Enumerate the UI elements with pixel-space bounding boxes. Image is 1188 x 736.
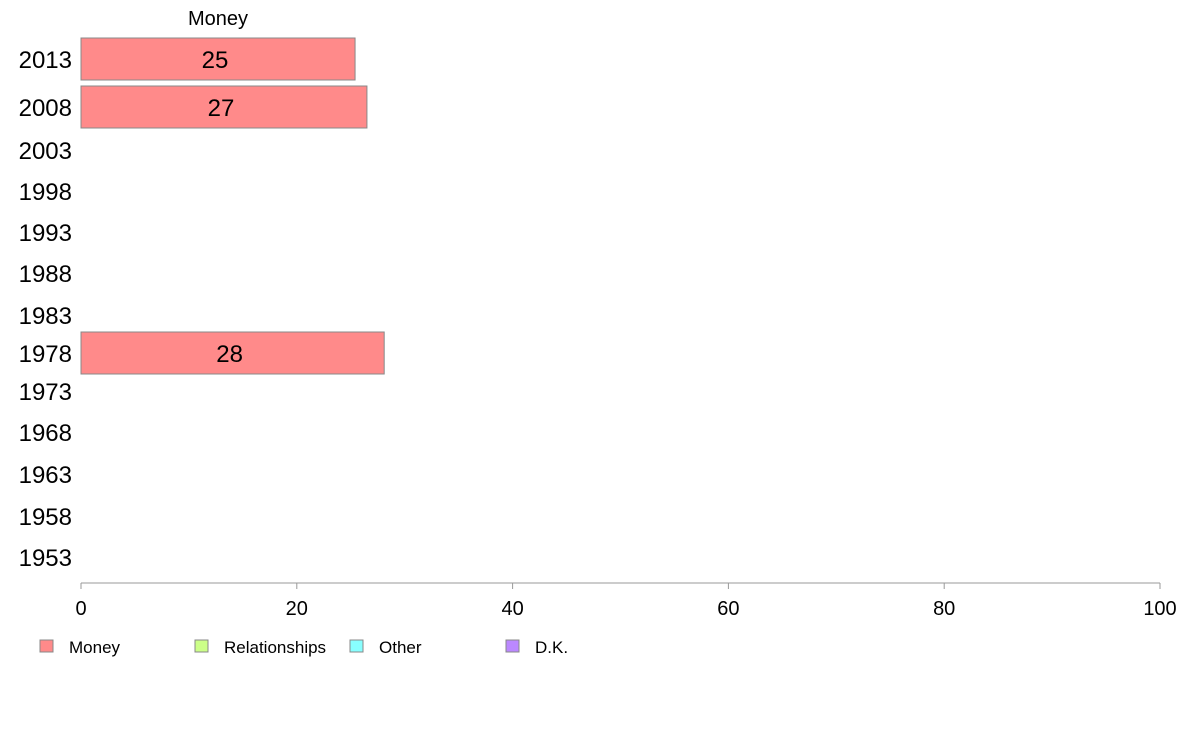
legend-item: Other (349, 638, 422, 657)
x-tick-label: 40 (501, 598, 523, 620)
category-label: 1968 (19, 420, 72, 447)
legend-swatch (505, 639, 520, 653)
legend-swatch (349, 639, 364, 653)
category-label: 1988 (19, 261, 72, 288)
bar (80, 37, 356, 81)
legend-label: Relationships (224, 638, 326, 657)
x-tick-label: 0 (75, 598, 86, 620)
legend: Money Relationships Other D.K. (39, 638, 568, 657)
category-label: 1958 (19, 504, 72, 531)
bar (80, 85, 368, 129)
bar-value-label: 28 (216, 341, 243, 368)
bars: 25 27 28 (80, 37, 385, 375)
legend-item: D.K. (505, 638, 568, 657)
legend-item: Money (39, 638, 121, 657)
category-label: 1998 (19, 179, 72, 206)
category-label: 2013 (19, 47, 72, 74)
category-labels: 2013 2008 2003 1998 1993 1988 1983 1978 1973 1968… (19, 47, 72, 572)
category-label: 1993 (19, 220, 72, 247)
legend-swatch (194, 639, 209, 653)
category-label: 2008 (19, 95, 72, 122)
x-tick-label: 20 (286, 598, 308, 620)
x-tick-label: 60 (717, 598, 739, 620)
category-label: 1953 (19, 545, 72, 572)
series-title: Money (188, 8, 248, 30)
category-label: 1978 (19, 341, 72, 368)
x-tick-label: 100 (1143, 598, 1176, 620)
x-axis: 0 20 40 60 80 100 (75, 582, 1177, 620)
bar-value-label: 27 (208, 95, 235, 122)
legend-label: D.K. (535, 638, 568, 657)
category-label: 2003 (19, 138, 72, 165)
legend-swatch (39, 639, 54, 653)
legend-label: Money (69, 638, 121, 657)
bar-value-label: 25 (202, 47, 229, 74)
category-label: 1963 (19, 462, 72, 489)
legend-label: Other (379, 638, 422, 657)
legend-item: Relationships (194, 638, 326, 657)
category-label: 1983 (19, 303, 72, 330)
bar (80, 331, 385, 375)
x-tick-label: 80 (933, 598, 955, 620)
category-label: 1973 (19, 379, 72, 406)
